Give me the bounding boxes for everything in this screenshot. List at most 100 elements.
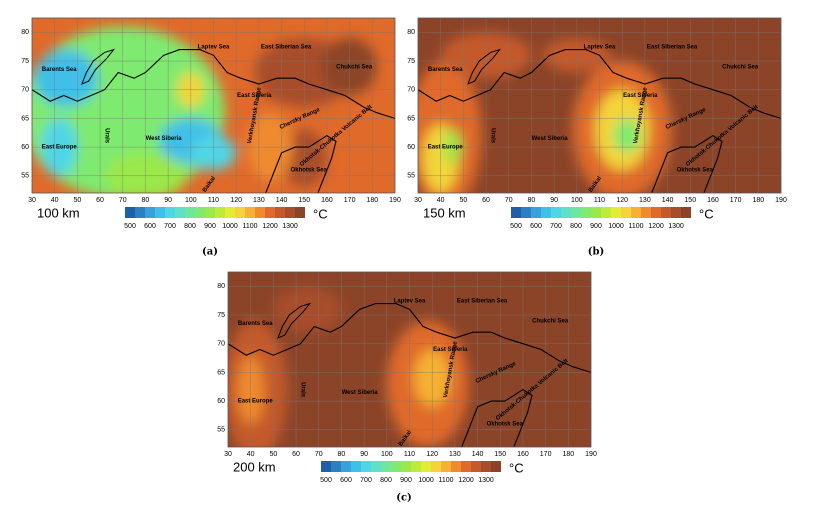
y-tick-label: 75 [407, 58, 415, 65]
colorbar-swatch [235, 207, 245, 218]
x-tick-label: 50 [459, 197, 467, 204]
region-label: Okhotsk Sea [291, 168, 328, 174]
x-tick-label: 110 [208, 197, 219, 204]
y-tick-label: 80 [21, 29, 29, 36]
y-tick-label: 80 [407, 29, 415, 36]
map-frame [417, 17, 782, 194]
x-tick-label: 170 [344, 197, 356, 204]
x-tick-label: 80 [142, 197, 150, 204]
x-tick-label: 160 [321, 197, 333, 204]
x-tick-label: 60 [292, 451, 300, 458]
region-label: Barents Sea [42, 67, 77, 73]
colorbar-tick-label: 1200 [262, 223, 278, 230]
x-tick-label: 140 [662, 197, 674, 204]
colorbar-swatch [371, 461, 381, 472]
y-tick-label: 60 [21, 144, 29, 151]
colorbar-swatch [215, 207, 225, 218]
colorbar-swatch [421, 461, 431, 472]
colorbar-swatch [255, 207, 265, 218]
map-panel: Barents Sea Laptev Sea East Siberian Sea Ch… [21, 17, 401, 230]
coastline [418, 49, 781, 119]
x-tick-label: 150 [684, 197, 696, 204]
region-label: West Siberia [146, 136, 183, 142]
colorbar-tick-label: 800 [184, 223, 196, 230]
depth-label: 100 km [37, 205, 80, 220]
region-label: East Siberian Sea [457, 298, 508, 304]
colorbar-tick-label: 700 [550, 223, 562, 230]
panel-caption: (a) [202, 247, 218, 258]
colorbar-swatch [185, 207, 195, 218]
coastline [32, 49, 395, 119]
x-tick-label: 180 [562, 451, 574, 458]
x-tick-label: 60 [96, 197, 104, 204]
colorbar-swatch [341, 461, 351, 472]
y-tick-label: 75 [21, 58, 29, 65]
region-label: Urals [299, 382, 305, 398]
region-label: Okhotsk Sea [677, 168, 714, 174]
colorbar-tick-label: 1300 [668, 223, 684, 230]
region-label: East Europe [428, 145, 464, 151]
x-tick-label: 120 [616, 197, 628, 204]
colorbar-tick-label: 1000 [222, 223, 238, 230]
x-tick-label: 150 [298, 197, 310, 204]
colorbar-swatch [531, 207, 541, 218]
colorbar-swatch [541, 207, 551, 218]
colorbar-tick-label: 1200 [458, 477, 474, 484]
colorbar-swatch [521, 207, 531, 218]
x-tick-label: 60 [482, 197, 490, 204]
colorbar-swatch [175, 207, 185, 218]
panel-caption: (c) [396, 493, 412, 504]
x-tick-label: 80 [338, 451, 346, 458]
region-label: East Europe [42, 145, 78, 151]
y-tick-label: 65 [21, 115, 29, 122]
colorbar-swatch [331, 461, 341, 472]
temperature-anomaly [34, 49, 98, 107]
colorbar-swatch [381, 461, 391, 472]
colorbar-swatch [195, 207, 205, 218]
region-label: Chukchi Sea [532, 318, 569, 324]
colorbar-tick-label: 800 [570, 223, 582, 230]
colorbar-tick-label: 1100 [242, 223, 257, 230]
colorbar-swatch [581, 207, 591, 218]
colorbar-tick-label: 1100 [438, 477, 453, 484]
map-panel: Barents Sea Laptev Sea East Siberian Sea Ch… [407, 17, 787, 230]
temperature-field [228, 272, 591, 447]
x-tick-label: 90 [550, 197, 558, 204]
map-frame [31, 17, 396, 194]
colorbar-swatch [561, 207, 571, 218]
colorbar-swatch [591, 207, 601, 218]
x-tick-label: 30 [414, 197, 422, 204]
region-label: Chukchi Sea [722, 64, 759, 70]
x-tick-label: 40 [437, 197, 445, 204]
depth-label: 150 km [423, 205, 466, 220]
x-tick-label: 150 [494, 451, 506, 458]
island [277, 302, 312, 339]
colorbar-tick-label: 600 [144, 223, 156, 230]
x-tick-label: 160 [707, 197, 719, 204]
colorbar-swatch [491, 461, 501, 472]
region-label: Urals [489, 128, 495, 144]
colorbar-swatch [125, 207, 135, 218]
colorbar-swatch [641, 207, 651, 218]
coastline [461, 388, 533, 447]
x-tick-label: 190 [775, 197, 787, 204]
region-label: Laptev Sea [584, 44, 616, 50]
colorbar-tick-label: 1300 [282, 223, 298, 230]
x-tick-label: 120 [230, 197, 242, 204]
colorbar-tick-label: 600 [530, 223, 542, 230]
island [467, 48, 502, 85]
y-tick-label: 60 [407, 144, 415, 151]
colorbar-swatch [441, 461, 451, 472]
colorbar-swatch [351, 461, 361, 472]
colorbar-swatch [551, 207, 561, 218]
colorbar-tick-label: 900 [590, 223, 602, 230]
x-tick-label: 130 [253, 197, 265, 204]
temperature-field [32, 18, 395, 193]
x-tick-label: 130 [449, 451, 461, 458]
temperature-anomaly [273, 286, 342, 333]
y-tick-label: 70 [21, 87, 29, 94]
x-tick-label: 180 [752, 197, 764, 204]
colorbar-swatch [225, 207, 235, 218]
colorbar-swatch [671, 207, 681, 218]
